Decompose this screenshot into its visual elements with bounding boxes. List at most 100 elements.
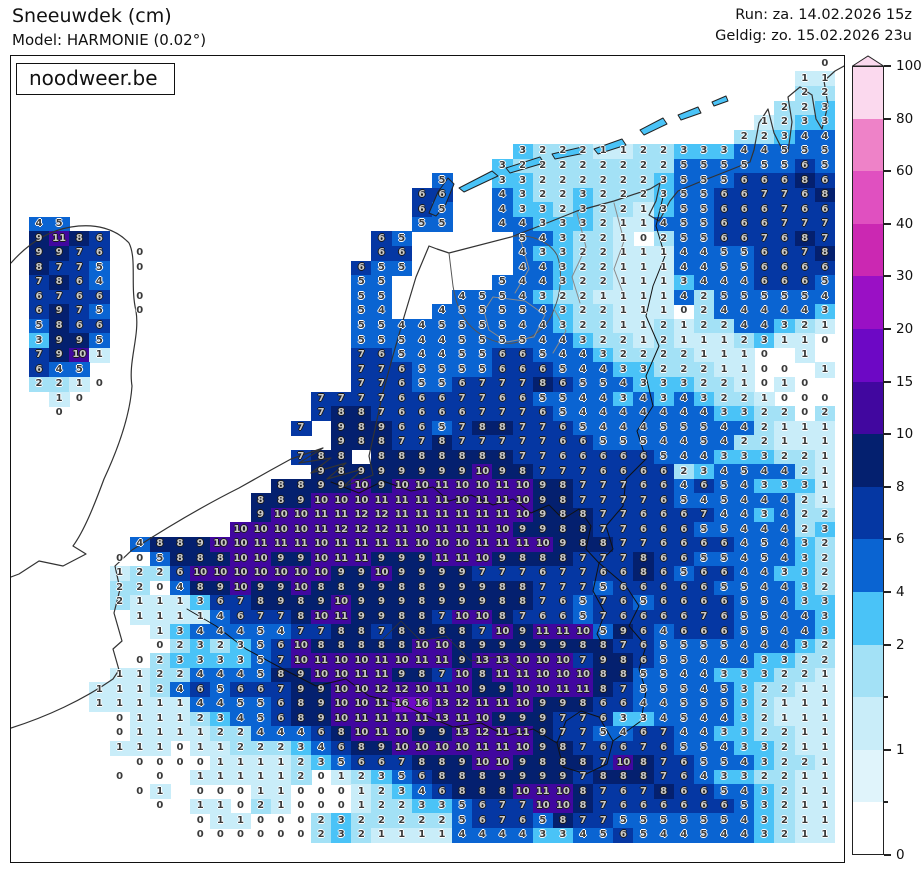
grid-value-label: 4 (801, 611, 809, 622)
grid-value-label: 11 (455, 509, 470, 521)
grid-value-label: 4 (277, 727, 285, 739)
grid-value-label: 4 (498, 829, 506, 841)
grid-value-label: 4 (176, 683, 184, 695)
grid-value-label: 4 (680, 261, 688, 273)
grid-value-label: 8 (418, 669, 426, 681)
grid-value-label: 6 (519, 814, 527, 826)
grid-value-label: 0 (297, 785, 305, 797)
grid-cell (774, 202, 796, 218)
grid-value-label: 4 (781, 640, 788, 652)
grid-value-label: 5 (740, 290, 748, 302)
grid-value-label: 9 (418, 567, 426, 579)
grid-value-label: 1 (680, 334, 688, 346)
grid-value-label: 6 (176, 567, 184, 579)
grid-value-label: 4 (237, 669, 244, 681)
grid-value-label: 5 (579, 611, 587, 622)
grid-value-label: 7 (539, 596, 547, 608)
grid-value-label: 2 (821, 87, 829, 99)
grid-value-label: 2 (579, 159, 587, 171)
grid-value-label: 10 (515, 698, 530, 710)
grid-value-label: 9 (357, 611, 365, 622)
grid-value-label: 3 (619, 712, 627, 724)
grid-value-label: 6 (821, 174, 829, 186)
grid-value-label: 5 (720, 261, 728, 273)
grid-value-label: 9 (398, 465, 406, 477)
grid-value-label: 11 (354, 538, 369, 550)
grid-value-label: 2 (398, 814, 406, 826)
grid-value-label: 7 (619, 494, 627, 506)
grid-value-label: 0 (317, 771, 325, 782)
grid-value-label: 1 (640, 203, 647, 215)
grid-cell (814, 144, 836, 160)
grid-value-label: 5 (680, 567, 688, 579)
grid-value-label: 10 (515, 494, 530, 506)
grid-value-label: 1 (196, 611, 204, 622)
grid-value-label: 11 (515, 669, 530, 681)
grid-value-label: 8 (599, 640, 607, 652)
grid-value-label: 3 (398, 785, 406, 797)
grid-value-label: 10 (293, 509, 308, 521)
grid-value-label: 2 (700, 378, 708, 390)
grid-value-label: 8 (498, 785, 506, 797)
grid-value-label: 8 (619, 654, 627, 666)
grid-value-label: 7 (619, 552, 627, 564)
grid-value-label: 8 (277, 494, 285, 506)
grid-value-label: 9 (559, 640, 567, 652)
grid-value-label: 10 (475, 611, 490, 622)
grid-value-label: 4 (700, 712, 708, 724)
grid-value-label: 9 (458, 567, 466, 579)
grid-value-label: 10 (475, 756, 490, 768)
grid-value-label: 6 (660, 552, 668, 564)
grid-value-label: 5 (720, 683, 728, 695)
grid-value-label: 1 (196, 727, 204, 739)
grid-value-label: 1 (95, 349, 103, 361)
grid-value-label: 2 (619, 174, 627, 186)
grid-value-label: 5 (821, 145, 829, 157)
grid-value-label: 5 (438, 378, 446, 390)
grid-value-label: 0 (781, 363, 788, 375)
grid-value-label: 7 (55, 290, 63, 302)
grid-value-label: 10 (535, 654, 550, 666)
grid-value-label: 9 (317, 698, 325, 710)
grid-value-label: 1 (277, 785, 285, 797)
grid-value-label: 2 (539, 159, 547, 171)
grid-value-label: 1 (156, 698, 164, 710)
grid-value-label: 2 (821, 552, 829, 564)
grid-value-label: 8 (176, 538, 184, 550)
grid-value-label: 6 (579, 450, 587, 462)
grid-value-label: 11 (414, 654, 429, 666)
grid-value-label: 4 (700, 683, 708, 695)
grid-value-label: 16 (394, 698, 409, 710)
grid-value-label: 6 (720, 567, 728, 579)
grid-value-label: 9 (539, 727, 547, 739)
grid-value-label: 4 (498, 218, 506, 230)
grid-value-label: 8 (337, 625, 345, 637)
grid-cell (532, 173, 554, 189)
grid-value-label: 9 (35, 232, 43, 244)
grid-value-label: 6 (619, 785, 627, 797)
grid-cell (794, 144, 816, 160)
grid-value-label: 0 (136, 305, 144, 317)
grid-value-label: 11 (414, 712, 429, 724)
grid-value-label: 1 (136, 596, 144, 608)
grid-value-label: 11 (394, 509, 409, 521)
grid-value-label: 9 (599, 654, 607, 666)
grid-value-label: 11 (314, 654, 329, 666)
grid-value-label: 10 (334, 683, 349, 695)
grid-value-label: 10 (535, 669, 550, 681)
grid-value-label: 0 (257, 829, 265, 841)
grid-value-label: 2 (680, 465, 688, 477)
grid-value-label: 8 (378, 640, 385, 652)
grid-value-label: 3 (801, 116, 809, 128)
grid-value-label: 6 (438, 189, 446, 200)
grid-value-label: 1 (599, 145, 607, 157)
grid-value-label: 5 (700, 189, 708, 200)
grid-value-label: 3 (801, 596, 809, 608)
grid-value-label: 6 (640, 581, 647, 593)
grid-value-label: 0 (216, 829, 224, 841)
grid-value-label: 6 (539, 363, 547, 375)
grid-value-label: 10 (334, 712, 349, 724)
grid-value-label: 6 (640, 611, 647, 622)
grid-value-label: 0 (801, 378, 809, 390)
grid-value-label: 9 (438, 727, 446, 739)
